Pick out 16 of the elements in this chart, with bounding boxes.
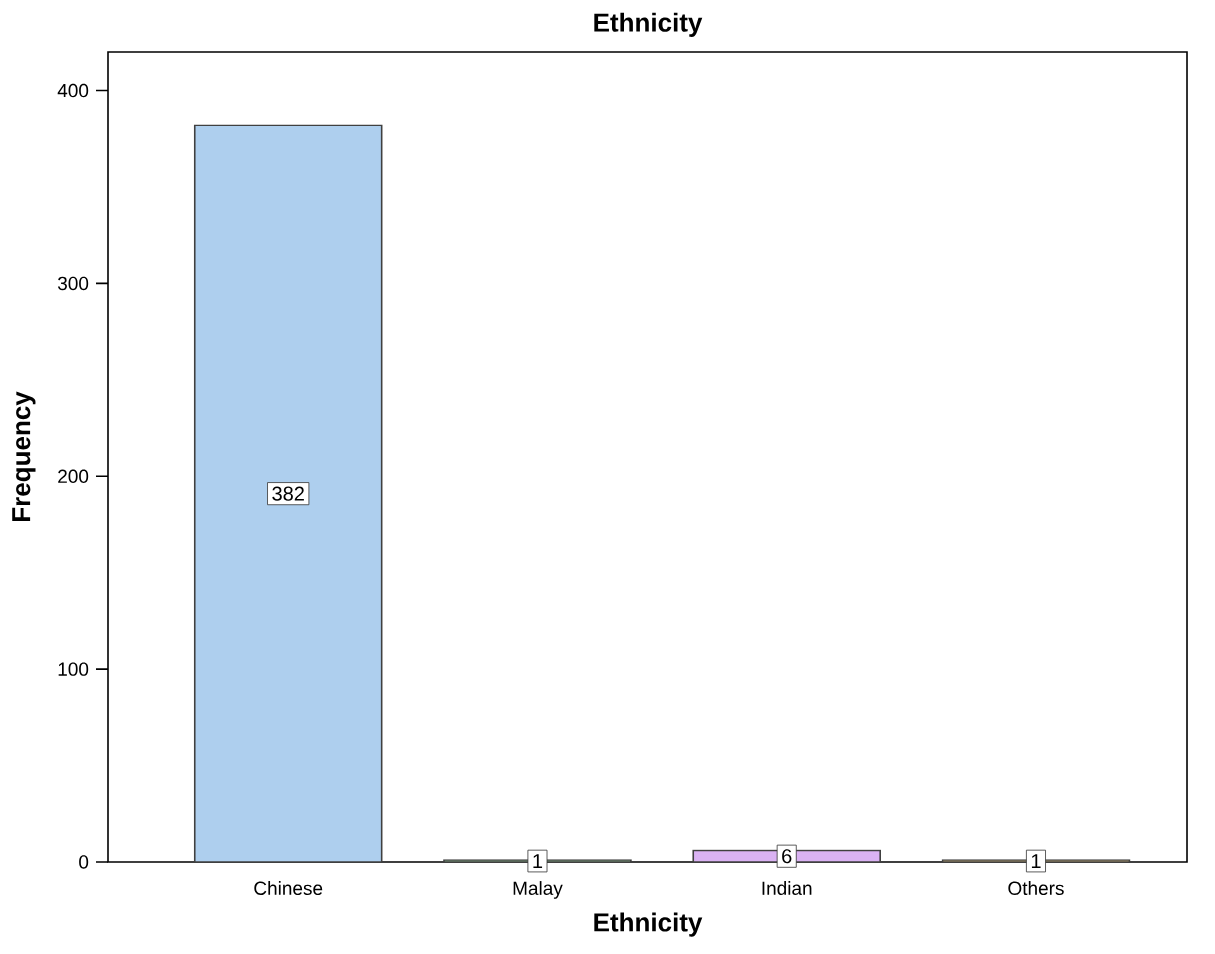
x-axis-title: Ethnicity (594, 912, 703, 937)
y-axis-title: Frequency (12, 391, 36, 522)
x-tick-label: Others (1008, 881, 1064, 896)
chart-title: Ethnicity (594, 12, 703, 37)
data-label: 1 (1031, 854, 1041, 868)
x-tick-label: Indian (762, 881, 812, 896)
y-tick-label: 300 (57, 276, 89, 291)
y-tick-label: 0 (79, 855, 89, 869)
y-tick-label: 200 (58, 469, 89, 484)
data-label: 6 (782, 849, 792, 864)
y-tick-label: 400 (57, 83, 89, 98)
data-label: 382 (272, 486, 304, 501)
y-tick-label: 100 (58, 662, 89, 676)
x-tick-label: Chinese (254, 881, 323, 896)
x-tick-label: Malay (513, 881, 563, 899)
data-label: 1 (533, 854, 543, 868)
